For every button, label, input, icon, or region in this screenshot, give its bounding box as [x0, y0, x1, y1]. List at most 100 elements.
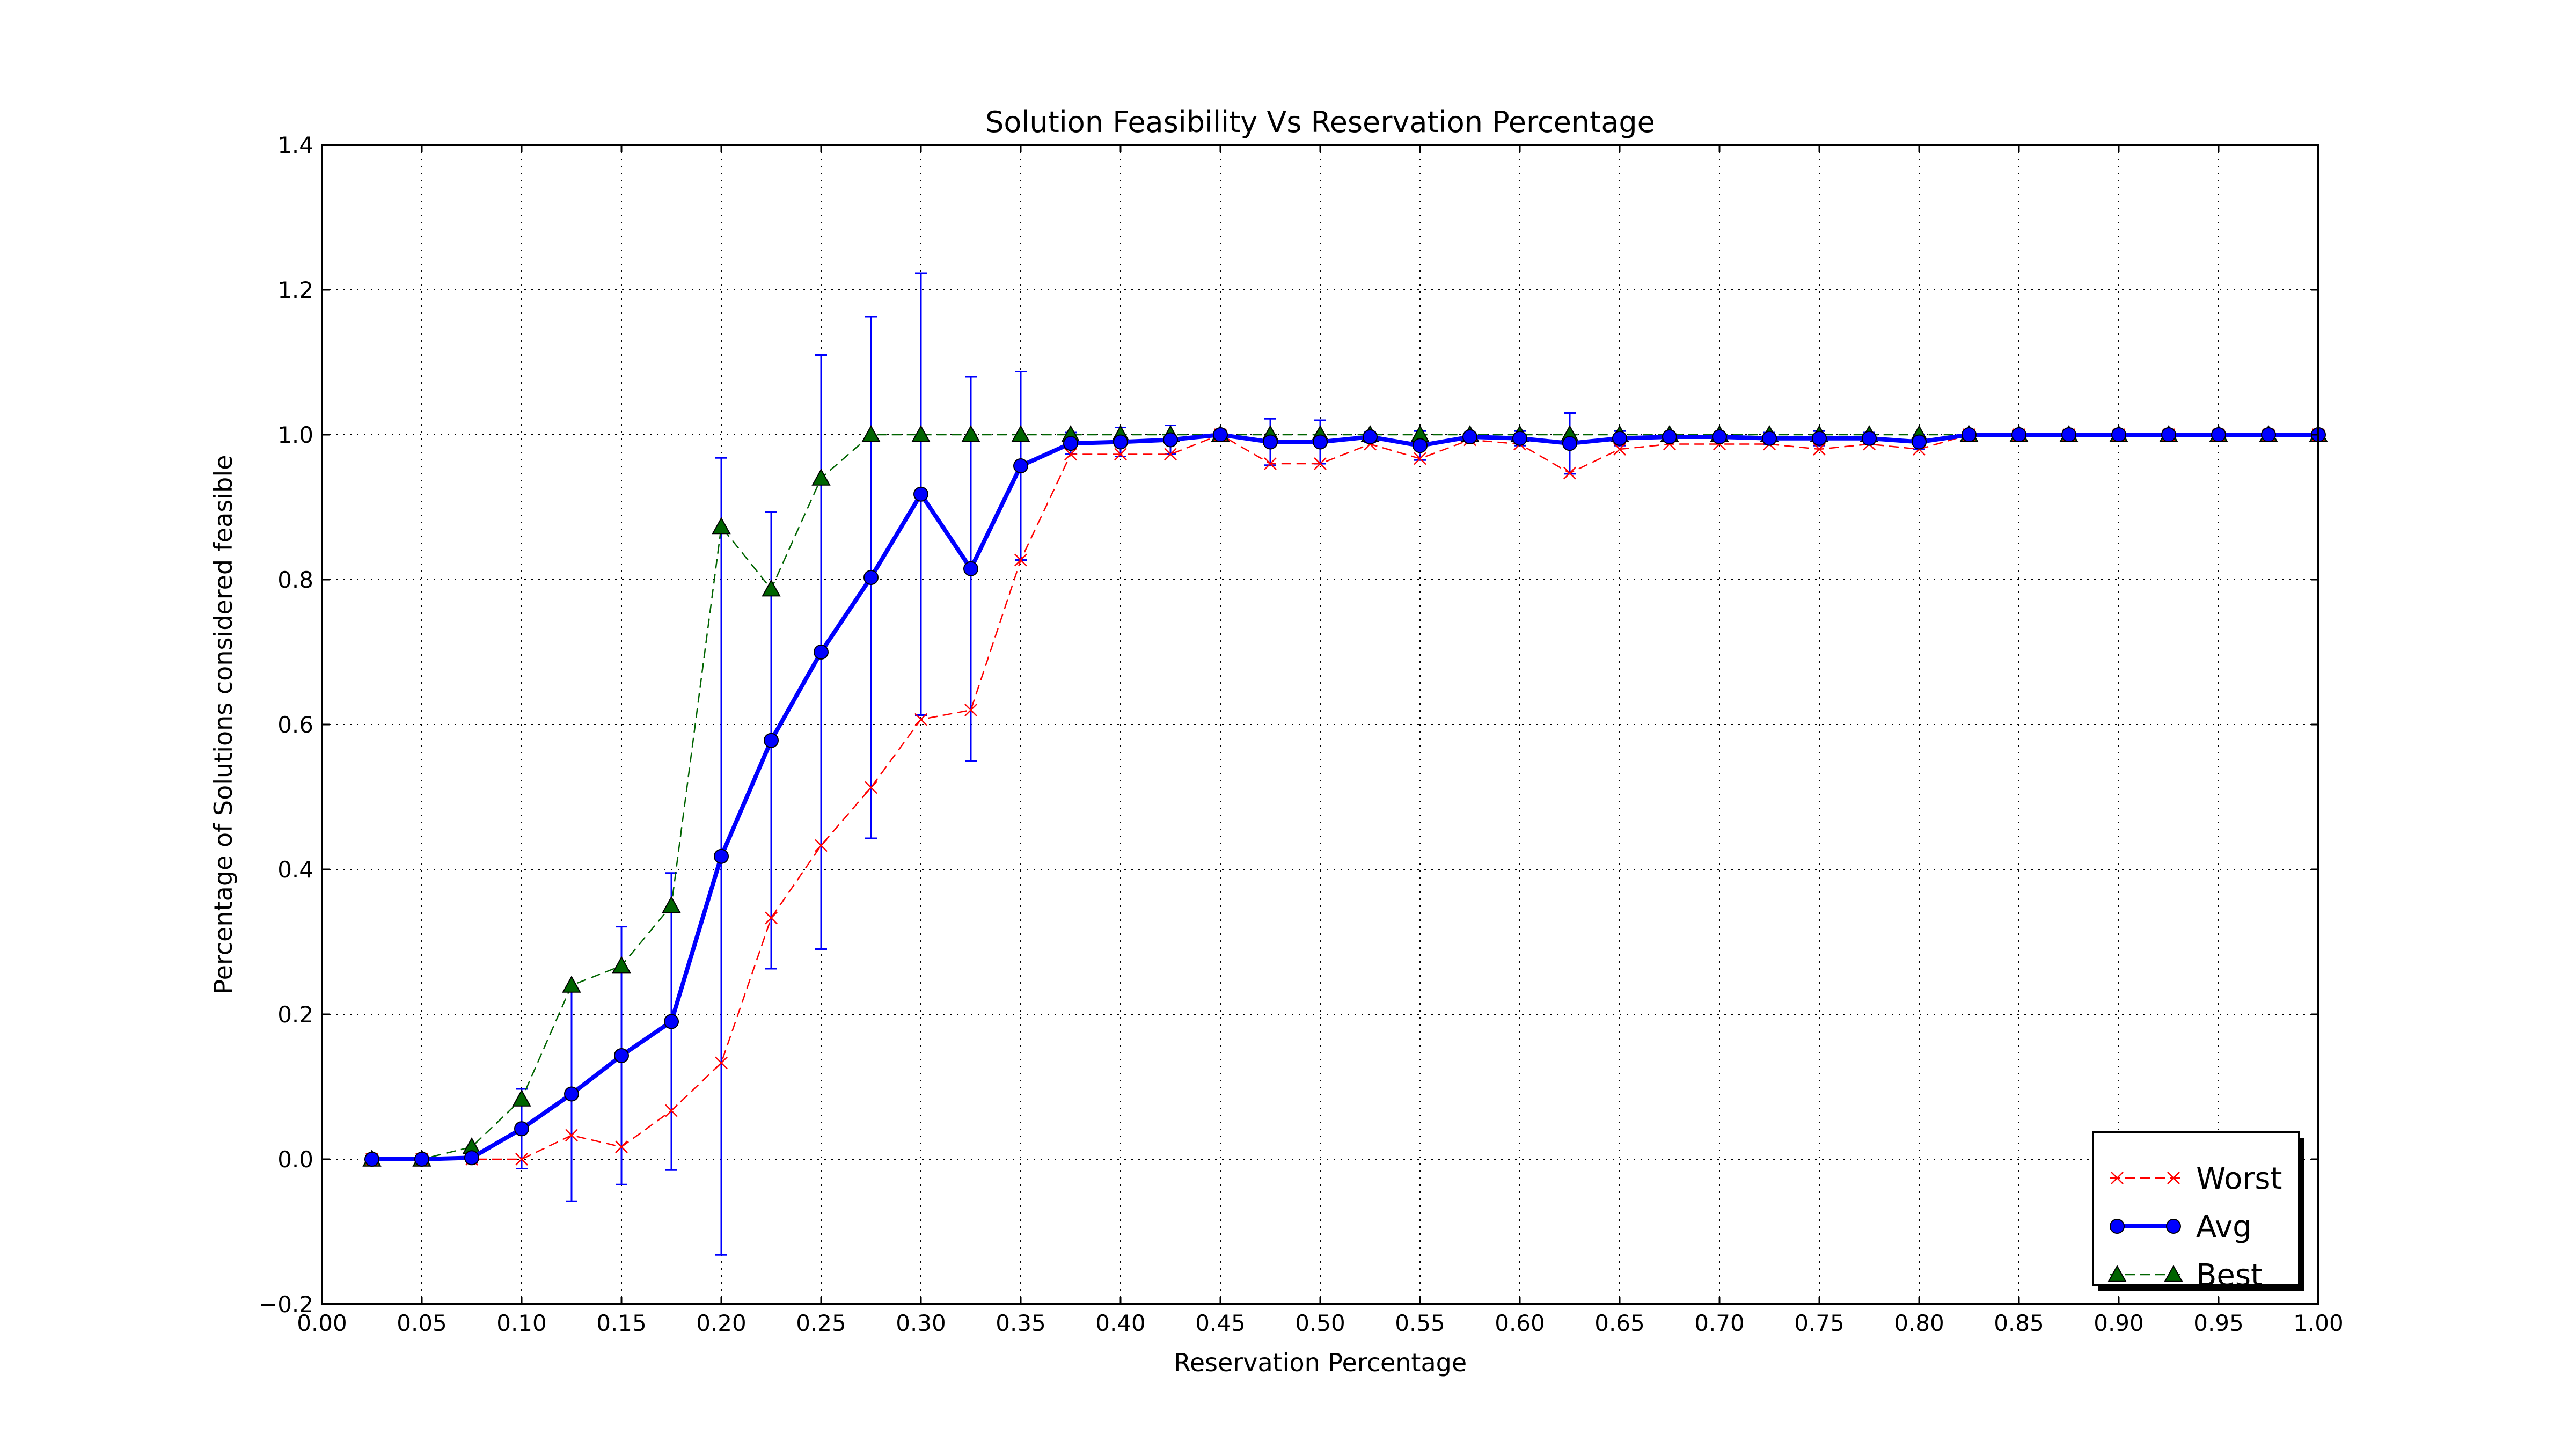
avg-data-point: [2161, 427, 2176, 442]
avg-data-point: [514, 1121, 529, 1137]
best-data-point: [562, 975, 581, 993]
best-data-point: [712, 517, 731, 535]
worst-data-point: [615, 1140, 628, 1153]
worst-data-point: [1264, 457, 1277, 470]
avg-data-point: [764, 733, 779, 748]
x-tick-label: 0.35: [996, 1310, 1046, 1336]
worst-data-point: [914, 713, 927, 726]
avg-data-point: [963, 561, 978, 576]
avg-data-point: [2111, 427, 2126, 442]
best-data-point: [1011, 425, 1030, 442]
x-tick-label: 0.50: [1295, 1310, 1345, 1336]
worst-data-point: [1414, 452, 1426, 465]
avg-data-point: [714, 848, 729, 864]
worst-data-point: [565, 1129, 578, 1142]
avg-data-point: [1113, 434, 1128, 450]
avg-data-point: [564, 1086, 579, 1102]
worst-data-point: [665, 1104, 678, 1117]
avg-data-point: [1063, 436, 1078, 451]
y-axis-label: Percentage of Solutions considered feasi…: [209, 455, 238, 994]
worst-data-point: [1813, 443, 1826, 456]
worst-data-point: [865, 781, 877, 794]
legend-label-worst: Worst: [2196, 1161, 2282, 1196]
avg-data-point: [414, 1152, 429, 1167]
avg-data-point: [1512, 430, 1527, 446]
legend-label-avg: Avg: [2196, 1210, 2252, 1245]
x-tick-label: 0.20: [696, 1310, 747, 1336]
x-tick-label: 0.80: [1894, 1310, 1944, 1336]
avg-data-point: [664, 1014, 679, 1029]
avg-data-point: [464, 1150, 479, 1166]
best-data-point: [512, 1089, 531, 1107]
worst-data-point: [1014, 553, 1027, 567]
avg-data-point: [1662, 429, 1677, 445]
worst-data-point: [715, 1056, 728, 1070]
avg-data-point: [2011, 427, 2026, 442]
legend-items: Worst Avg Best: [2107, 1161, 2282, 1293]
legend-box: [2092, 1131, 2300, 1286]
y-tick-label: 1.0: [277, 422, 313, 448]
best-data-point: [911, 425, 931, 442]
x-tick-label: 0.60: [1495, 1310, 1545, 1336]
avg-data-point: [1612, 430, 1627, 446]
x-tick-label: 0.95: [2193, 1310, 2244, 1336]
y-tick-label: 0.8: [277, 567, 313, 593]
x-tick-label: 0.10: [496, 1310, 547, 1336]
x-tick-label: 0.25: [796, 1310, 846, 1336]
worst-data-point: [1164, 448, 1177, 461]
x-tick-label: 0.85: [1994, 1310, 2044, 1336]
legend-marker-worst: [2167, 1172, 2180, 1184]
avg-data-point: [814, 645, 829, 660]
series-lines: [362, 425, 2328, 1167]
x-tick-label: 1.00: [2293, 1310, 2344, 1336]
x-tick-label: 0.75: [1794, 1310, 1845, 1336]
worst-data-point: [1613, 443, 1626, 456]
legend-marker-best: [2107, 1264, 2127, 1282]
avg-data-point: [614, 1048, 629, 1063]
legend-marker-avg: [2166, 1219, 2181, 1234]
x-tick-label: 0.90: [2094, 1310, 2144, 1336]
avg-data-point: [1363, 429, 1378, 445]
legend-marker-best: [2164, 1264, 2183, 1282]
x-tick-label: 0.45: [1195, 1310, 1246, 1336]
y-tick-label: 0.2: [277, 1001, 313, 1028]
x-tick-label: 0.70: [1694, 1310, 1745, 1336]
x-tick-label: 0.00: [297, 1310, 347, 1336]
y-tick-label: 1.2: [277, 277, 313, 303]
avg-data-point: [1013, 458, 1028, 474]
worst-data-point: [815, 839, 828, 852]
avg-data-point: [1762, 430, 1777, 446]
y-tick-label: 0.6: [277, 712, 313, 738]
best-data-point: [662, 896, 681, 913]
avg-data-point: [1812, 430, 1827, 446]
y-tick-label: 1.4: [277, 132, 313, 158]
avg-data-point: [863, 569, 879, 585]
worst-data-point: [765, 911, 778, 925]
avg-data-point: [1163, 432, 1178, 448]
avg-data-point: [913, 486, 928, 502]
best-data-point: [861, 425, 881, 442]
avg-data-point: [1562, 436, 1577, 451]
y-tick-label: −0.2: [259, 1291, 313, 1318]
worst-data-point: [1314, 457, 1327, 470]
x-tick-label: 0.40: [1095, 1310, 1146, 1336]
avg-data-point: [2261, 427, 2276, 442]
avg-data-point: [1912, 434, 1927, 450]
legend-marker-avg: [2110, 1219, 2125, 1234]
avg-data-point: [1263, 434, 1278, 450]
avg-data-point: [1862, 430, 1877, 446]
worst-data-point: [1064, 448, 1077, 461]
worst-data-point: [964, 704, 977, 716]
x-tick-label: 0.05: [397, 1310, 447, 1336]
avg-data-point: [1962, 427, 1977, 442]
best-data-point: [612, 956, 631, 974]
legend-label-best: Best: [2196, 1258, 2263, 1293]
avg-data-point: [1413, 438, 1428, 453]
avg-series-line: [372, 433, 2318, 1161]
x-axis-label: Reservation Percentage: [1174, 1348, 1467, 1377]
worst-data-point: [1563, 466, 1576, 480]
y-tick-label: 0.4: [277, 857, 313, 883]
y-tick-label: 0.0: [277, 1146, 313, 1173]
x-tick-label: 0.55: [1395, 1310, 1445, 1336]
